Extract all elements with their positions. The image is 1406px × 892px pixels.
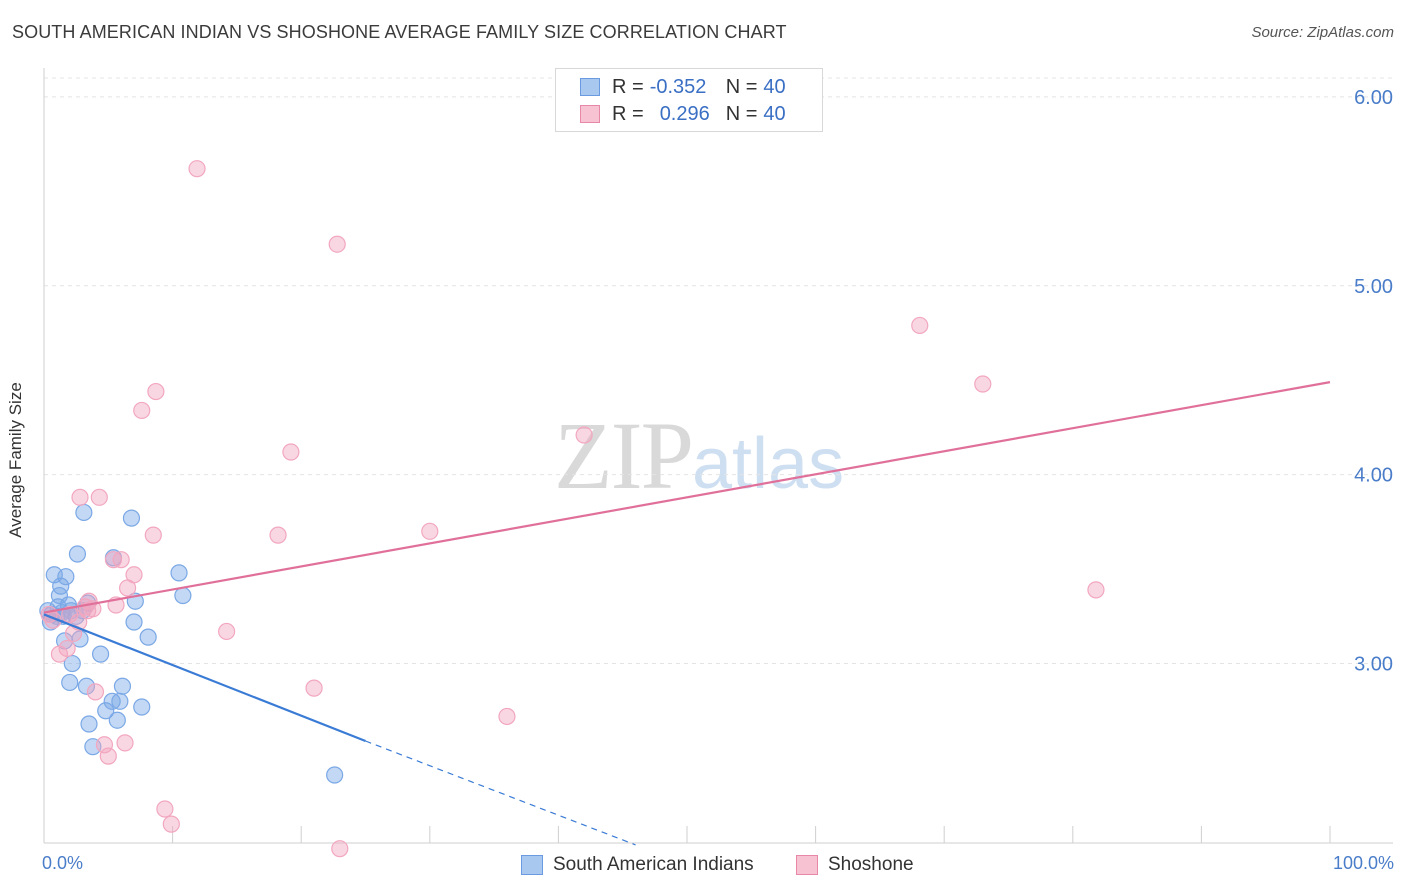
legend-item-shoshone[interactable]: Shoshone (796, 852, 914, 878)
source-label: Source: ZipAtlas.com (1251, 24, 1394, 41)
data-point-south-american-indians (125, 613, 143, 631)
data-point-shoshone (147, 382, 165, 401)
legend-swatch-pink (796, 855, 818, 875)
y-axis-label: Average Family Size (6, 382, 25, 538)
data-point-shoshone (125, 566, 143, 584)
data-point-shoshone (575, 426, 593, 444)
x-tick-label: 100.0% (1333, 853, 1394, 873)
data-point-shoshone (1087, 581, 1105, 599)
data-point-south-american-indians (108, 711, 126, 729)
data-point-south-american-indians (113, 677, 132, 695)
n-value: 40 (763, 102, 786, 125)
data-point-shoshone (498, 707, 516, 726)
data-point-south-american-indians (133, 698, 151, 716)
data-point-shoshone (99, 747, 117, 765)
data-point-shoshone (974, 375, 992, 393)
x-tick-label: 0.0% (42, 853, 83, 873)
data-point-south-american-indians (57, 568, 75, 586)
trend-line-extension (365, 740, 636, 846)
data-point-shoshone (90, 488, 108, 506)
n-value: 40 (763, 75, 786, 98)
data-point-shoshone (331, 840, 349, 858)
legend-swatch-pink (580, 105, 600, 123)
n-label: N = (725, 102, 758, 125)
watermark-zip: ZIP (554, 402, 694, 509)
data-point-shoshone (282, 443, 300, 461)
data-point-south-american-indians (111, 692, 129, 710)
data-point-shoshone (58, 639, 76, 658)
legend-swatch-blue (521, 855, 543, 875)
y-tick-label: 5.00 (1354, 276, 1393, 298)
y-tick-label: 6.00 (1354, 87, 1393, 109)
data-point-shoshone (116, 734, 134, 752)
y-tick-label: 3.00 (1354, 654, 1393, 676)
data-point-south-american-indians (122, 509, 141, 527)
data-point-shoshone (269, 526, 287, 544)
data-point-shoshone (421, 522, 439, 540)
data-point-south-american-indians (174, 586, 192, 605)
data-point-shoshone (305, 679, 323, 697)
legend-label: Shoshone (828, 854, 914, 875)
data-point-south-american-indians (80, 715, 98, 733)
data-point-south-american-indians (68, 545, 87, 563)
data-point-shoshone (156, 800, 174, 818)
data-point-shoshone (112, 551, 130, 569)
y-tick-label: 4.00 (1354, 465, 1393, 487)
series-legend: South American Indians Shoshone (0, 852, 1406, 878)
watermark: ZIPatlas (554, 400, 844, 511)
r-label: R = (612, 102, 644, 125)
n-label: N = (725, 75, 758, 98)
r-label: R = (612, 75, 644, 98)
data-point-south-american-indians (61, 673, 79, 692)
legend-item-south-american-indians[interactable]: South American Indians (521, 852, 754, 878)
r-value: -0.352 (649, 75, 707, 98)
trend-line-shoshone (43, 381, 1331, 614)
data-point-south-american-indians (77, 677, 96, 695)
data-point-south-american-indians (326, 766, 344, 784)
legend-label: South American Indians (553, 854, 754, 875)
data-point-south-american-indians (91, 645, 110, 663)
legend-row-south-american-indians: R = -0.352 N = 40 (580, 75, 786, 99)
correlation-legend: R = -0.352 N = 40 R = 0.296 N = 40 (555, 68, 823, 132)
r-value: 0.296 (659, 102, 710, 125)
watermark-atlas: atlas (692, 424, 845, 504)
data-point-shoshone (218, 622, 236, 641)
data-point-shoshone (162, 815, 180, 833)
legend-swatch-blue (580, 78, 600, 96)
data-point-shoshone (911, 316, 929, 335)
chart-title: SOUTH AMERICAN INDIAN VS SHOSHONE AVERAG… (12, 22, 787, 42)
data-point-shoshone (328, 235, 346, 253)
data-point-south-american-indians (52, 577, 70, 595)
trend-line-south-american-indians (43, 613, 366, 743)
data-point-south-american-indians (139, 628, 157, 646)
data-point-shoshone (71, 488, 89, 506)
data-point-south-american-indians (170, 564, 188, 582)
data-point-shoshone (86, 683, 105, 701)
data-point-south-american-indians (63, 654, 81, 673)
data-point-shoshone (95, 736, 114, 754)
data-point-shoshone (188, 160, 206, 178)
data-point-south-american-indians (75, 503, 93, 522)
legend-row-shoshone: R = 0.296 N = 40 (580, 102, 786, 126)
data-point-shoshone (133, 401, 151, 420)
data-point-shoshone (144, 526, 162, 544)
data-point-south-american-indians (97, 702, 115, 720)
